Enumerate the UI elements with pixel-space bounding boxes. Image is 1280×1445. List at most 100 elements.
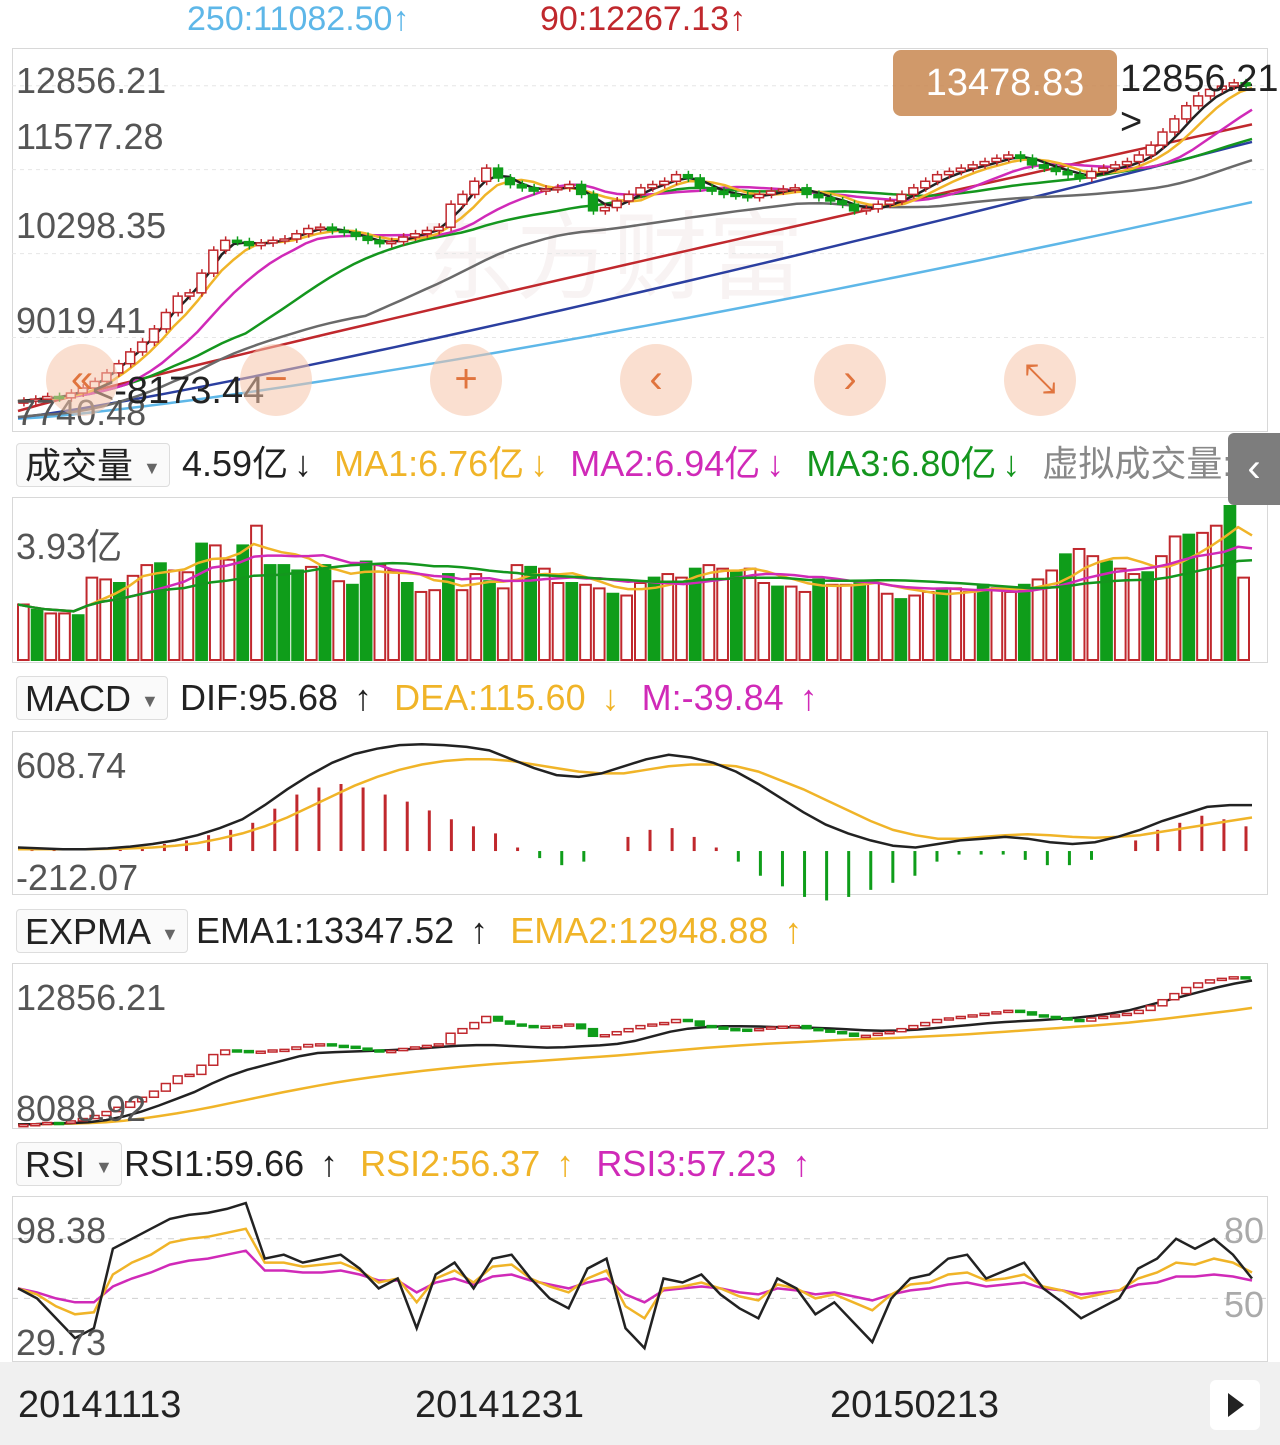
candle-body <box>1157 131 1168 146</box>
candle-body <box>1038 164 1050 169</box>
fast-back-button[interactable]: « <box>46 344 118 416</box>
expma-candle <box>160 1082 171 1092</box>
candle-body <box>825 196 836 202</box>
expma-candle <box>326 1043 338 1047</box>
volume-bar <box>17 603 30 661</box>
volume-bar <box>1113 567 1127 662</box>
candle-body <box>979 160 990 166</box>
collapse-panel-button[interactable]: ‹ <box>1228 433 1280 505</box>
volume-bar <box>743 567 757 662</box>
volume-bar <box>880 592 894 662</box>
macd-panel[interactable] <box>12 731 1268 895</box>
volume-bar <box>1141 571 1155 661</box>
volume-bar <box>825 583 839 662</box>
expma-candle <box>504 1020 516 1025</box>
candle-body <box>303 227 314 235</box>
expma-candle <box>516 1023 527 1027</box>
price-y-label-4: 9019.41 <box>16 300 147 341</box>
expma-candle <box>1050 1015 1061 1020</box>
candle-body <box>1109 164 1121 169</box>
expma-candle <box>884 1030 895 1035</box>
volume-bar <box>208 544 222 661</box>
next-button[interactable]: › <box>814 344 886 416</box>
expma-candle <box>1192 982 1204 989</box>
volume-bar <box>867 582 880 661</box>
expma-candle <box>89 1114 100 1120</box>
volume-bar <box>798 590 812 661</box>
prev-button[interactable]: ‹ <box>620 344 692 416</box>
rsi-indicator-selector[interactable]: RSI ▼ <box>16 1142 122 1186</box>
expma-candle <box>255 1050 266 1054</box>
expma-candle <box>1026 1011 1038 1016</box>
candle-body <box>1026 157 1038 166</box>
volume-indicator-selector[interactable]: 成交量 ▼ <box>16 443 170 487</box>
volume-bar <box>250 524 263 662</box>
price-panel[interactable] <box>12 48 1268 432</box>
candle-body <box>1204 88 1216 97</box>
volume-bar <box>963 590 976 661</box>
candle-body <box>682 173 694 179</box>
candle-body <box>777 188 789 192</box>
volume-bar <box>181 571 195 661</box>
volume-bar <box>634 582 647 661</box>
expma-candle <box>231 1049 243 1053</box>
fullscreen-icon[interactable]: ⤡ <box>1004 344 1076 416</box>
expma-candle <box>979 1012 990 1017</box>
expma-indicator-selector[interactable]: EXPMA ▼ <box>16 909 188 953</box>
volume-bar <box>510 564 524 661</box>
volume-selector-label: 成交量 <box>25 445 134 486</box>
expma-candle <box>742 1028 753 1033</box>
macd-indicator-selector[interactable]: MACD ▼ <box>16 676 168 720</box>
ma90-legend: 90:12267.13↑ <box>540 0 746 44</box>
volume-panel[interactable] <box>12 497 1268 663</box>
candle-body <box>575 183 587 196</box>
ema2-line <box>17 1006 1253 1126</box>
volume-bar <box>565 582 579 661</box>
candle-body <box>694 177 705 189</box>
volume-bar <box>1127 573 1141 661</box>
candle-body <box>338 229 349 234</box>
candle-body <box>1003 154 1014 160</box>
expma-candle <box>314 1043 326 1047</box>
expma-candle <box>623 1027 634 1033</box>
volume-bar <box>469 573 483 661</box>
expma-candle <box>208 1053 219 1066</box>
candle-body <box>184 292 195 297</box>
expma-candle <box>694 1020 705 1027</box>
expma-candle <box>279 1048 290 1053</box>
volume-bar <box>757 582 771 661</box>
expma-candle <box>77 1117 88 1122</box>
volume-bar <box>661 573 675 661</box>
expma-candle <box>350 1045 361 1050</box>
rsi-selector-label: RSI <box>25 1144 86 1185</box>
candle-body <box>350 231 361 238</box>
expma-panel[interactable] <box>12 963 1268 1129</box>
macd-legend: DIF:95.68 ↑ DEA:115.60 ↓ M:-39.84 ↑ <box>180 674 830 722</box>
volume-bar <box>949 587 963 661</box>
zoom-in-button[interactable]: + <box>430 344 502 416</box>
expma-candle <box>362 1047 373 1051</box>
volume-bar <box>236 544 250 661</box>
expma-candle <box>1181 986 1192 995</box>
expma-candle <box>587 1027 599 1038</box>
candle-body <box>706 187 717 192</box>
ma-blue-line <box>17 140 1253 419</box>
volume-bar <box>1031 578 1045 661</box>
candle-body <box>125 351 136 365</box>
candle-body <box>789 187 800 191</box>
rsi2-line <box>17 1227 1253 1321</box>
expma-candle <box>813 1027 824 1032</box>
expma-candle <box>658 1021 670 1026</box>
expma-candle <box>670 1018 682 1024</box>
volume-bar <box>675 576 688 662</box>
expma-candle <box>291 1046 302 1051</box>
expma-candle <box>18 1123 29 1128</box>
zoom-out-button[interactable]: − <box>240 344 312 416</box>
expma-candle <box>1169 992 1180 1001</box>
expma-candle <box>1133 1009 1144 1015</box>
rsi-panel[interactable] <box>12 1196 1268 1362</box>
play-button[interactable] <box>1210 1380 1260 1430</box>
volume-bar <box>318 564 332 661</box>
candle-body <box>1181 105 1192 120</box>
candle-body <box>730 193 741 198</box>
